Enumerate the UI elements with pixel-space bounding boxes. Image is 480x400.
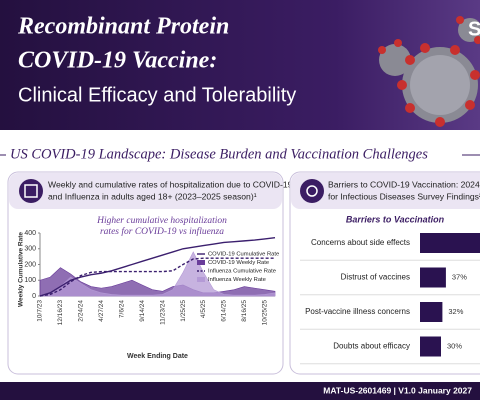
panel-header [9,173,282,209]
icon [300,179,324,203]
y-axis-label: Weekly Cumulative Rate [18,232,25,307]
virus-illustration [378,16,480,127]
title-line: Recombinant Protein [17,14,229,40]
legend-label: COVID-19 Weekly Rate [208,260,269,266]
panel-heading: and Influenza in adults aged 18+ (2023–2… [48,191,257,201]
x-tick-label: 12/16/23 [57,300,64,326]
bar [420,302,443,322]
bar [420,267,446,288]
chart-title: Barriers to Vaccination [346,214,445,224]
x-tick-label: 6/14/25 [221,300,228,322]
subtitle: Clinical Efficacy and Tolerability [18,84,296,106]
series-dashed [39,257,275,297]
bar [420,233,480,253]
y-tick-label: 300 [24,246,36,253]
legend-label: COVID-19 Cumulative Rate [208,252,279,258]
x-tick-label: 7/6/24 [118,300,125,318]
series-solid [39,237,276,297]
x-tick-label: 4/27/24 [98,300,105,322]
panel-heading: for Infectious Diseases Survey Findings² [328,191,480,201]
x-tick-label: 8/16/25 [241,300,248,322]
x-tick-label: 10/7/23 [37,300,44,322]
annotation: rates for COVID-19 vs influenza [100,226,224,237]
panel [7,171,284,375]
x-axis-label: Week Ending Date [127,353,188,360]
value-label: 30% [447,341,462,350]
panel-header [291,173,480,209]
panel [289,171,480,375]
icon [19,179,43,203]
series-area [39,251,276,297]
legend-swatch [197,277,205,282]
x-tick-label: 2/24/24 [78,300,85,322]
footer: MAT-US-2601469 | V1.0 January 2027 [323,385,472,395]
y-tick-label: 100 [24,277,36,284]
title-line: COVID-19 Vaccine: [18,48,217,74]
x-tick-label: 9/14/24 [139,300,146,322]
legend-swatch [197,260,205,265]
annotation: Higher cumulative hospitalization [96,216,227,226]
bar [420,336,441,357]
panel-heading: Weekly and cumulative rates of hospitali… [48,179,293,189]
panel-heading: Barriers to COVID-19 Vaccination: 2024 N… [328,179,480,189]
category-label: Post-vaccine illness concerns [305,307,410,316]
y-tick-label: 200 [24,261,36,268]
value-label: 37% [452,272,467,281]
footer-band [0,382,480,400]
category-label: Distrust of vaccines [341,273,410,282]
y-tick-label: 0 [32,293,36,300]
x-tick-label: 11/23/24 [159,300,166,325]
value-label: 32% [448,307,463,316]
logo: S [468,18,480,40]
series-area [39,267,276,297]
icon-glyph [24,184,38,198]
x-tick-label: 1/25/25 [180,300,187,322]
y-tick-label: 400 [24,230,36,237]
section-title: US COVID-19 Landscape: Disease Burden an… [10,146,428,162]
legend-label: Influenza Weekly Rate [208,277,266,283]
legend-label: Influenza Cumulative Rate [208,269,276,275]
icon-glyph [306,185,318,197]
category-label: Concerns about side effects [311,238,410,247]
x-tick-label: 4/5/25 [200,300,207,318]
x-tick-label: 10/25/25 [262,300,269,326]
category-label: Doubts about efficacy [333,342,410,351]
